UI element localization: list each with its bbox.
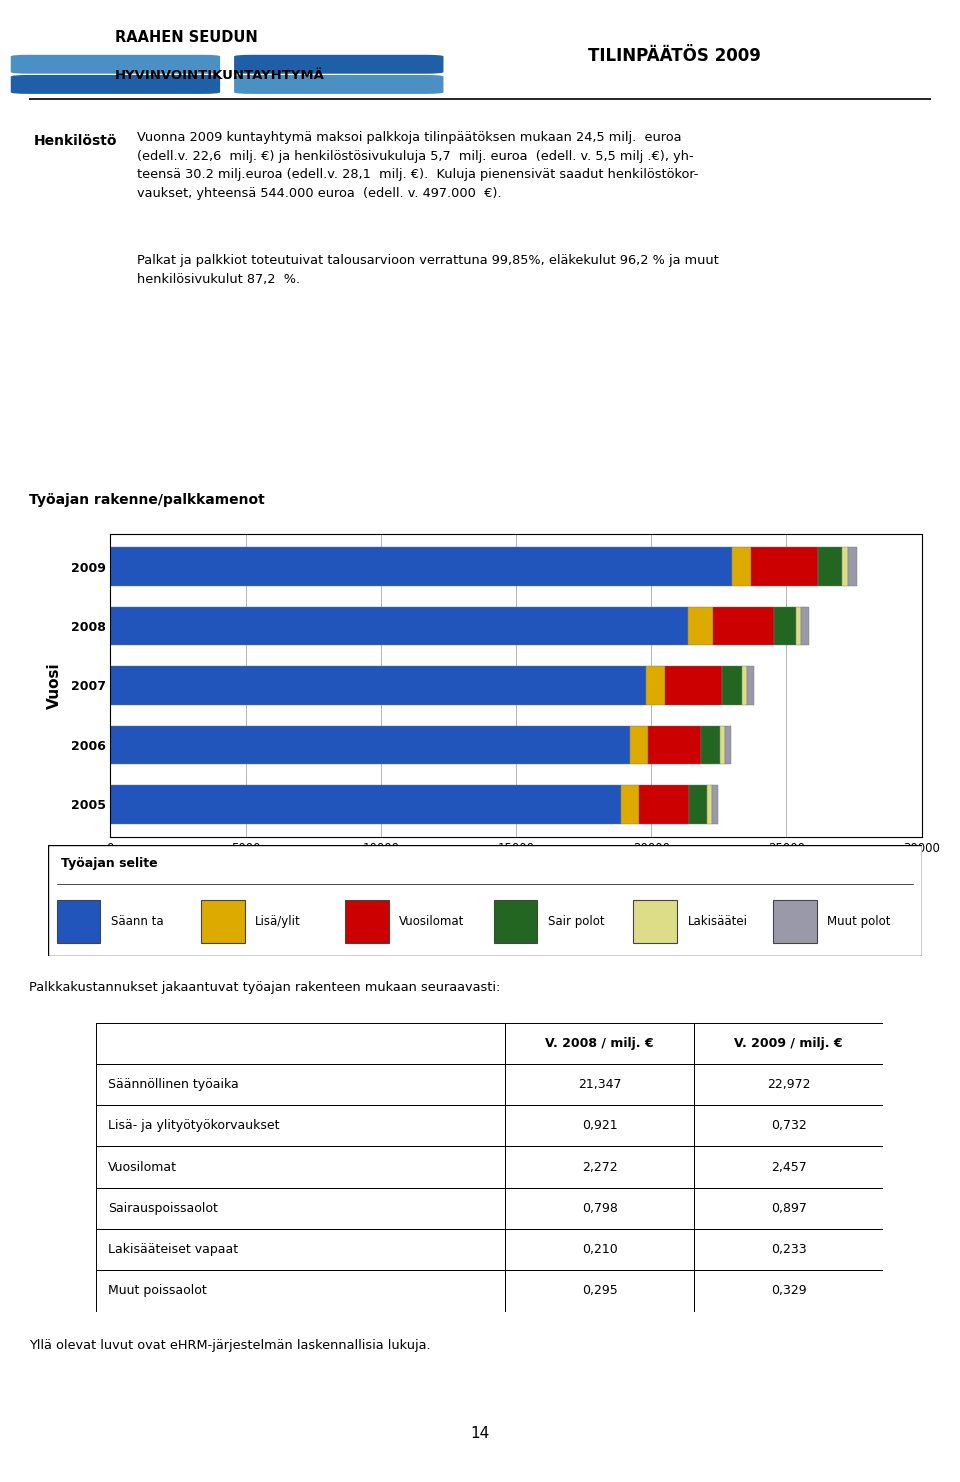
Bar xyxy=(708,785,711,824)
Bar xyxy=(802,606,809,645)
Text: Lakisääteiset vapaat: Lakisääteiset vapaat xyxy=(108,1243,238,1257)
Text: Sair polot: Sair polot xyxy=(548,914,605,928)
Text: Henkilöstö: Henkilöstö xyxy=(34,135,117,148)
Bar xyxy=(110,726,630,765)
Bar xyxy=(648,726,701,765)
Text: Palkat ja palkkiot toteutuivat talousarvioon verrattuna 99,85%, eläkekulut 96,2 : Palkat ja palkkiot toteutuivat talousarv… xyxy=(137,255,719,286)
Bar xyxy=(110,547,732,585)
Text: V. 2008 / milj. €: V. 2008 / milj. € xyxy=(545,1037,654,1049)
FancyBboxPatch shape xyxy=(773,901,817,943)
Text: TILINPÄÄTÖS 2009: TILINPÄÄTÖS 2009 xyxy=(588,46,761,65)
Text: Palkkakustannukset jakaantuvat työajan rakenteen mukaan seuraavasti:: Palkkakustannukset jakaantuvat työajan r… xyxy=(29,981,500,993)
Bar xyxy=(720,726,725,765)
Text: Lisä- ja ylityötyökorvaukset: Lisä- ja ylityötyökorvaukset xyxy=(108,1119,279,1132)
Text: Työajan selite: Työajan selite xyxy=(61,857,157,870)
Text: Säännöllinen työaika: Säännöllinen työaika xyxy=(108,1077,238,1091)
Bar xyxy=(742,665,747,705)
Text: Lakisäätei: Lakisäätei xyxy=(687,914,748,928)
FancyBboxPatch shape xyxy=(48,845,922,956)
Text: 0,921: 0,921 xyxy=(582,1119,617,1132)
Text: 14: 14 xyxy=(470,1426,490,1442)
Bar xyxy=(712,606,774,645)
Text: Lisä/ylit: Lisä/ylit xyxy=(255,914,300,928)
FancyBboxPatch shape xyxy=(234,76,444,93)
Bar xyxy=(687,606,712,645)
Bar xyxy=(818,547,842,585)
Bar xyxy=(689,785,708,824)
Bar xyxy=(639,785,689,824)
Text: 0,732: 0,732 xyxy=(771,1119,806,1132)
Text: Vuonna 2009 kuntayhtymä maksoi palkkoja tilinpäätöksen mukaan 24,5 milj.  euroa
: Vuonna 2009 kuntayhtymä maksoi palkkoja … xyxy=(137,130,698,200)
Text: 0,210: 0,210 xyxy=(582,1243,617,1257)
Bar xyxy=(725,726,732,765)
FancyBboxPatch shape xyxy=(345,901,389,943)
Bar xyxy=(774,606,796,645)
Text: 22,972: 22,972 xyxy=(767,1077,810,1091)
Text: Muut poissaolot: Muut poissaolot xyxy=(108,1285,206,1297)
Text: 0,233: 0,233 xyxy=(771,1243,806,1257)
FancyBboxPatch shape xyxy=(234,55,444,74)
Text: Työajan rakenne/palkkamenot: Työajan rakenne/palkkamenot xyxy=(29,494,265,507)
FancyBboxPatch shape xyxy=(201,901,245,943)
Bar xyxy=(796,606,802,645)
Text: 0,798: 0,798 xyxy=(582,1202,617,1215)
Text: V. 2009 / milj. €: V. 2009 / milj. € xyxy=(734,1037,843,1049)
Text: 0,329: 0,329 xyxy=(771,1285,806,1297)
Bar xyxy=(701,726,720,765)
Text: Säann ta: Säann ta xyxy=(111,914,163,928)
Y-axis label: Vuosi: Vuosi xyxy=(47,662,62,708)
Bar xyxy=(646,665,664,705)
Text: Muut polot: Muut polot xyxy=(828,914,891,928)
Bar xyxy=(621,785,639,824)
Bar xyxy=(711,785,718,824)
Text: 2,457: 2,457 xyxy=(771,1160,806,1174)
Bar xyxy=(747,665,755,705)
Bar xyxy=(722,665,742,705)
Text: 21,347: 21,347 xyxy=(578,1077,621,1091)
Bar xyxy=(110,785,621,824)
Bar xyxy=(110,665,646,705)
Bar xyxy=(842,547,849,585)
Bar xyxy=(630,726,648,765)
X-axis label: Tuhatta euroa: Tuhatta euroa xyxy=(456,864,576,879)
Bar xyxy=(849,547,857,585)
FancyBboxPatch shape xyxy=(634,901,677,943)
FancyBboxPatch shape xyxy=(57,901,101,943)
Text: 0,295: 0,295 xyxy=(582,1285,617,1297)
Bar xyxy=(110,606,687,645)
Bar xyxy=(732,547,752,585)
Text: Yllä olevat luvut ovat eHRM-järjestelmän laskennallisia lukuja.: Yllä olevat luvut ovat eHRM-järjestelmän… xyxy=(29,1340,430,1352)
Text: HYVINVOINTIKUNTAYHTYMÄ: HYVINVOINTIKUNTAYHTYMÄ xyxy=(114,70,324,83)
FancyBboxPatch shape xyxy=(11,76,220,93)
Text: Vuosilomat: Vuosilomat xyxy=(108,1160,177,1174)
FancyBboxPatch shape xyxy=(493,901,538,943)
Bar xyxy=(664,665,722,705)
Text: Sairauspoissaolot: Sairauspoissaolot xyxy=(108,1202,218,1215)
Bar xyxy=(752,547,818,585)
Text: 2,272: 2,272 xyxy=(582,1160,617,1174)
Text: RAAHEN SEUDUN: RAAHEN SEUDUN xyxy=(114,30,257,44)
Text: 0,897: 0,897 xyxy=(771,1202,806,1215)
Text: Vuosilomat: Vuosilomat xyxy=(399,914,465,928)
FancyBboxPatch shape xyxy=(11,55,220,74)
